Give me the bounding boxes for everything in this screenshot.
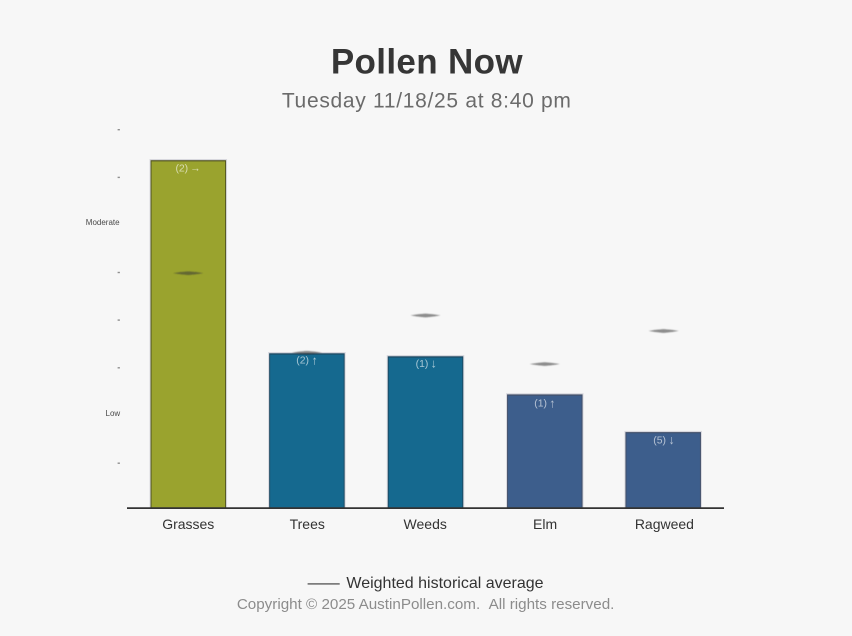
svg-text:Elm: Elm	[533, 516, 557, 532]
svg-text:(5): (5)	[653, 435, 666, 446]
svg-text:↑: ↑	[549, 397, 555, 411]
svg-text:(1): (1)	[534, 399, 547, 410]
svg-text:↓: ↓	[668, 433, 674, 447]
svg-text:Tuesday 11/18/25 at 8:40 pm: Tuesday 11/18/25 at 8:40 pm	[282, 89, 572, 112]
svg-text:Trees: Trees	[290, 516, 325, 532]
svg-text:↑: ↑	[311, 354, 317, 368]
svg-text:(2): (2)	[175, 163, 188, 174]
svg-text:Weighted historical average: Weighted historical average	[346, 575, 543, 592]
svg-text:Pollen Now: Pollen Now	[331, 43, 524, 82]
svg-text:Low: Low	[106, 409, 121, 418]
svg-text:Grasses: Grasses	[162, 516, 214, 532]
svg-text:Moderate: Moderate	[86, 218, 120, 227]
svg-text:Ragweed: Ragweed	[635, 516, 694, 532]
svg-text:↓: ↓	[430, 357, 436, 371]
svg-text:→: →	[190, 163, 200, 174]
svg-text:Weeds: Weeds	[404, 516, 447, 532]
svg-text:Copyright © 2025 AustinPollen.: Copyright © 2025 AustinPollen.com. All r…	[237, 596, 615, 613]
svg-text:(1): (1)	[416, 359, 429, 370]
svg-text:(2): (2)	[296, 356, 309, 367]
